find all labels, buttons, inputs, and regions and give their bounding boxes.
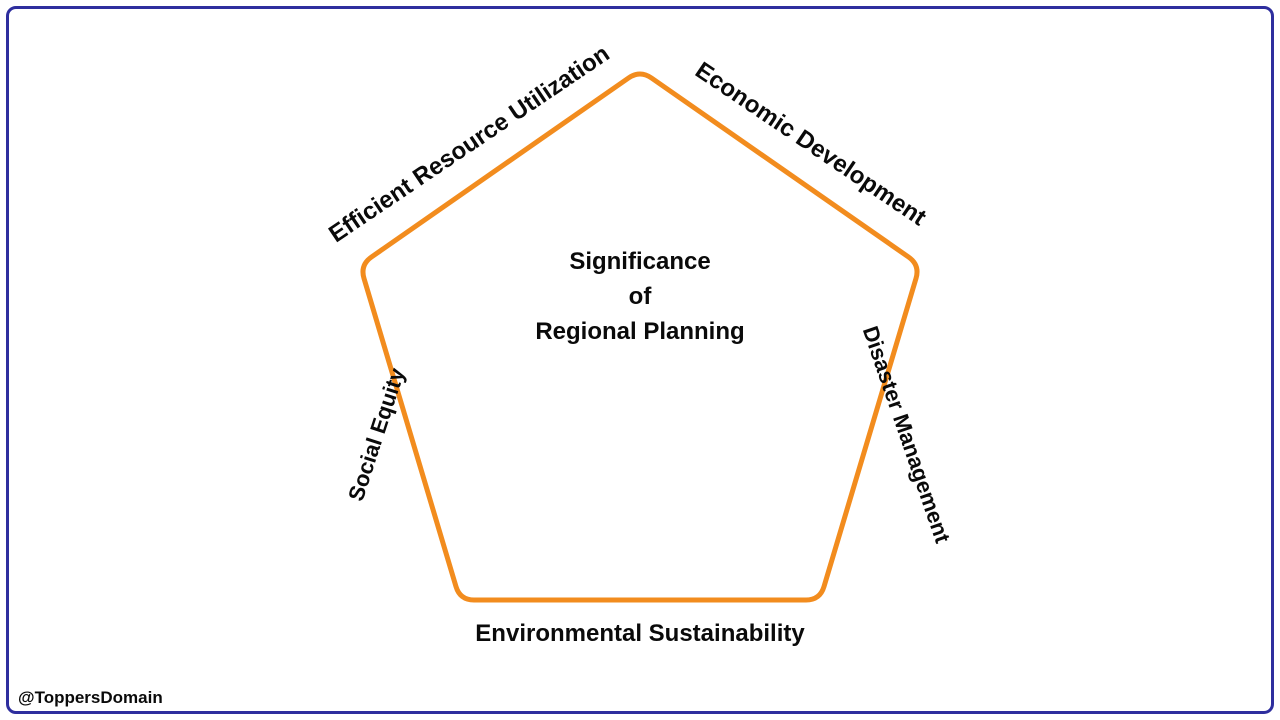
edge-label: Efficient Resource Utilization: [324, 40, 614, 248]
center-title-line: Regional Planning: [0, 315, 1280, 350]
edge-label: Economic Development: [690, 57, 931, 232]
edge-label: Social Equity: [343, 364, 410, 504]
center-title: Significance of Regional Planning: [0, 245, 1280, 349]
watermark: @ToppersDomain: [18, 688, 163, 708]
bottom-edge-label: Environmental Sustainability: [0, 620, 1280, 648]
center-title-line: Significance: [0, 245, 1280, 280]
center-title-line: of: [0, 280, 1280, 315]
diagram-svg: Efficient Resource Utilization Economic D…: [0, 0, 1280, 720]
edge-label: Disaster Management: [858, 323, 956, 547]
